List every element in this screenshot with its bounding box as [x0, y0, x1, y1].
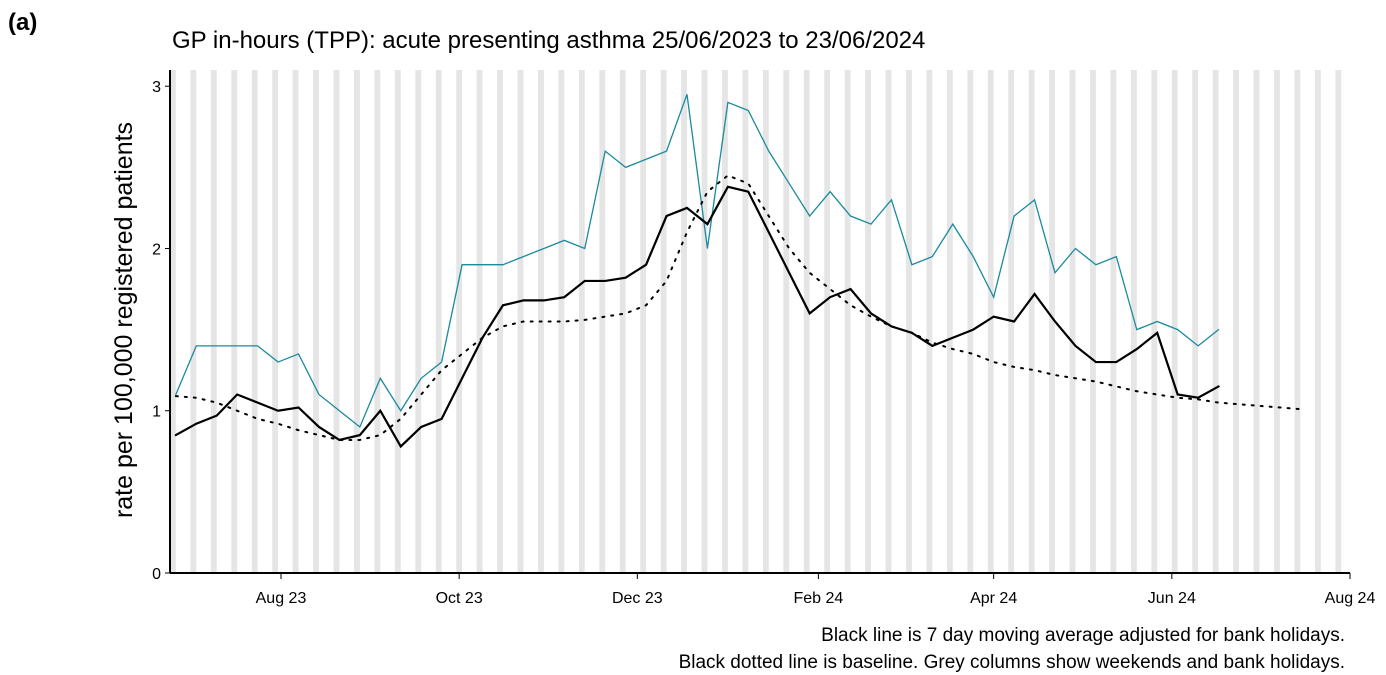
weekend-column	[1192, 70, 1199, 573]
weekend-column	[946, 70, 953, 573]
weekend-column	[231, 70, 238, 573]
weekend-column	[1049, 70, 1055, 573]
y-tick-label: 1	[152, 404, 161, 421]
x-tick-label: Apr 24	[970, 590, 1017, 607]
weekend-column	[1335, 70, 1342, 573]
weekend-column	[762, 70, 769, 573]
weekend-column	[660, 70, 667, 573]
x-tick-label: Jun 24	[1148, 590, 1196, 607]
weekend-column	[1253, 70, 1260, 573]
x-tick-label: Aug 24	[1325, 590, 1376, 607]
weekend-column	[333, 70, 340, 573]
weekend-column	[313, 70, 319, 573]
weekend-column	[722, 70, 728, 573]
weekend-column	[599, 70, 606, 573]
weekend-column	[415, 70, 422, 573]
weekend-column	[210, 70, 217, 573]
weekend-column	[1171, 70, 1178, 573]
x-tick-label: Aug 23	[256, 590, 307, 607]
panel-label: (a)	[8, 9, 37, 36]
weekend-column	[783, 70, 790, 573]
weekend-column	[170, 70, 176, 573]
weekend-column	[824, 70, 831, 573]
weekend-column	[803, 70, 810, 573]
x-tick-label: Dec 23	[612, 590, 663, 607]
weekend-column	[865, 70, 871, 573]
chart-title: GP in-hours (TPP): acute presenting asth…	[172, 27, 925, 54]
weekend-column	[906, 70, 912, 573]
weekend-column	[987, 70, 994, 573]
weekend-column	[619, 70, 626, 573]
weekend-column	[1233, 70, 1240, 573]
weekend-column	[578, 70, 585, 573]
weekend-column	[374, 70, 381, 573]
weekend-column	[1314, 70, 1321, 573]
weekend-column	[190, 70, 197, 573]
y-tick-label: 2	[152, 241, 161, 258]
weekend-column	[497, 70, 503, 573]
weekend-column	[1110, 70, 1117, 573]
weekend-column	[272, 70, 279, 573]
weekend-column	[885, 70, 892, 573]
x-tick-label: Feb 24	[794, 590, 844, 607]
note: Black line is 7 day moving average adjus…	[821, 625, 1345, 646]
weekend-column	[926, 70, 933, 573]
y-tick-label: 3	[152, 79, 161, 96]
weekend-column	[844, 70, 851, 573]
y-axis-label: rate per 100,000 registered patients	[110, 122, 138, 518]
weekend-column	[251, 70, 258, 573]
weekend-column	[456, 70, 463, 573]
weekend-column	[967, 70, 974, 573]
weekend-column	[1212, 70, 1219, 573]
weekend-column	[701, 70, 708, 573]
weekend-column	[1294, 70, 1301, 573]
y-tick-label: 0	[152, 566, 161, 583]
weekend-column	[1028, 70, 1035, 573]
weekend-column	[1090, 70, 1096, 573]
weekend-column	[435, 70, 442, 573]
weekend-column	[476, 70, 483, 573]
data-line	[175, 94, 1220, 429]
weekend-column	[354, 70, 360, 573]
weekend-column	[742, 70, 749, 573]
weekend-column	[292, 70, 299, 573]
x-tick-label: Oct 23	[436, 590, 483, 607]
weekend-column	[394, 70, 401, 573]
weekend-column	[1274, 70, 1280, 573]
weekend-column	[681, 70, 687, 573]
data-line	[174, 185, 1220, 449]
weekend-column	[1151, 70, 1158, 573]
weekend-column	[640, 70, 647, 573]
weekend-column	[558, 70, 565, 573]
weekend-column	[1069, 70, 1076, 573]
weekend-column	[517, 70, 524, 573]
note: Black dotted line is baseline. Grey colu…	[679, 652, 1345, 673]
